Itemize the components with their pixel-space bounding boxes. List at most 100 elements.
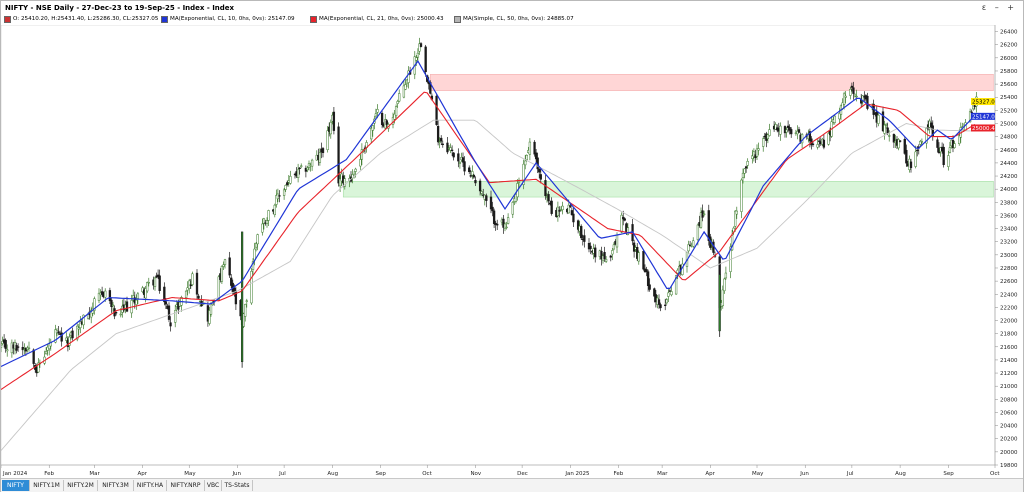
candle-body [561, 205, 564, 211]
candle-body [768, 129, 771, 136]
price-tick-label: 20600 [1000, 410, 1018, 416]
candle-body [881, 111, 885, 132]
candle-body [394, 106, 398, 116]
candle-body [463, 161, 466, 172]
candle-body [533, 141, 536, 155]
candle-body [883, 124, 886, 134]
candle-body [37, 362, 40, 373]
candle-body [558, 209, 561, 212]
price-tick-label: 21600 [1000, 345, 1018, 351]
candle-body [808, 131, 812, 142]
candle-body [785, 129, 788, 133]
candle-body [359, 159, 362, 167]
candle-body [790, 129, 793, 135]
candle-body [539, 174, 542, 180]
tab-vbc[interactable]: VBC [205, 480, 222, 491]
candle-body [153, 277, 157, 287]
legend-item[interactable]: O: 25410.20, H:25431.40, L:25286.30, CL:… [4, 14, 158, 24]
candle-body [909, 161, 913, 168]
legend-item[interactable]: MA(Simple, CL, 50, 0hs, 0vs): 24885.07 [454, 14, 574, 24]
date-tick-label: Jan 2025 [564, 471, 590, 477]
candle-body [79, 321, 82, 328]
candle-body [833, 115, 836, 123]
candle-body [398, 93, 401, 102]
legend-label: O: 25410.20, H:25431.40, L:25286.30, CL:… [13, 16, 159, 22]
candle-body [407, 70, 410, 83]
candle-body [637, 252, 640, 262]
candle-body [648, 284, 651, 290]
candle-body [505, 226, 508, 229]
date-tick-label: Jun [231, 471, 241, 477]
candle-body [741, 172, 745, 178]
candle-body [228, 257, 231, 276]
candle-body [65, 337, 68, 341]
legend-item[interactable]: MA(Exponential, CL, 10, 0hs, 0vs): 25147… [161, 14, 295, 24]
tab-nifty-1m[interactable]: NIFTY.1M [30, 480, 64, 491]
candle-body [855, 95, 858, 98]
candle-body [208, 310, 211, 324]
candle-body [852, 87, 855, 94]
candle-body [254, 243, 258, 248]
tab-nifty-ha[interactable]: NIFTY.HA [134, 480, 167, 491]
candle-body [15, 345, 18, 351]
candle-body [569, 205, 572, 208]
candle-body [474, 179, 477, 184]
price-zone [430, 74, 994, 91]
price-chart[interactable]: 19800 20000 20200 20400 20600 20800 21000 21200… [1, 25, 1023, 478]
candle-body [774, 124, 777, 130]
last-value-tag [971, 124, 995, 132]
candle-body [164, 301, 168, 305]
candle-body [740, 179, 743, 212]
tab-nifty-2m[interactable]: NIFTY.2M [64, 480, 98, 491]
candle-body [730, 235, 734, 251]
candle-body [300, 165, 303, 167]
candle-body [642, 250, 645, 270]
legend-item[interactable]: MA(Exponential, CL, 21, 0hs, 0vs): 25000… [310, 14, 444, 24]
date-tick-label: Mar [89, 471, 100, 477]
candle-body [853, 94, 857, 97]
ma50-line [1, 119, 975, 451]
candle-body [506, 217, 510, 224]
candle-body [948, 147, 952, 153]
candle-body [788, 127, 791, 131]
legend-swatch [454, 15, 461, 23]
price-tick-label: 21800 [1000, 332, 1018, 338]
candle-body [174, 310, 177, 323]
candle-body [256, 234, 259, 245]
window-controls[interactable]: ε – + [981, 3, 1017, 12]
candle-body [245, 300, 248, 302]
candle-body [866, 95, 869, 109]
symbol-tab-bar: NIFTY NIFTY.1M NIFTY.2M NIFTY.3M NIFTY.HA NIF… [1, 478, 1023, 492]
price-tick-label: 24600 [1000, 148, 1018, 154]
price-tick-label: 24400 [1000, 161, 1018, 167]
date-tick-label: Aug [895, 471, 906, 477]
price-tick-label: 23600 [1000, 213, 1018, 219]
candle-body [209, 303, 213, 315]
date-tick-label: Apr [705, 471, 715, 477]
price-tick-label: 25800 [1000, 69, 1018, 75]
tab-ts-stats[interactable]: TS-Stats [222, 480, 253, 491]
tab-nifty[interactable]: NIFTY [2, 480, 30, 491]
candle-body [230, 277, 233, 286]
candle-body [135, 299, 138, 305]
candle-body [620, 214, 623, 233]
candle-body [930, 122, 933, 128]
date-tick-label: Feb [44, 471, 54, 477]
tab-nifty-3m[interactable]: NIFTY.3M [98, 480, 134, 491]
tab-nifty-nrp[interactable]: NIFTY.NRP [167, 480, 205, 491]
candle-body [222, 264, 225, 267]
candle-body [262, 218, 266, 224]
candle-body [6, 349, 9, 352]
candle-body [374, 113, 378, 117]
candle-body [503, 223, 507, 229]
price-tick-label: 25600 [1000, 82, 1018, 88]
date-tick-label: Apr [138, 471, 148, 477]
candle-body [611, 250, 614, 255]
candle-body [489, 196, 493, 210]
candle-body [21, 346, 24, 351]
candle-body [786, 125, 790, 128]
last-value-label: 25147.0 [972, 114, 995, 120]
candle-body [108, 290, 112, 302]
candle-body [525, 155, 528, 160]
candle-body [766, 134, 770, 139]
